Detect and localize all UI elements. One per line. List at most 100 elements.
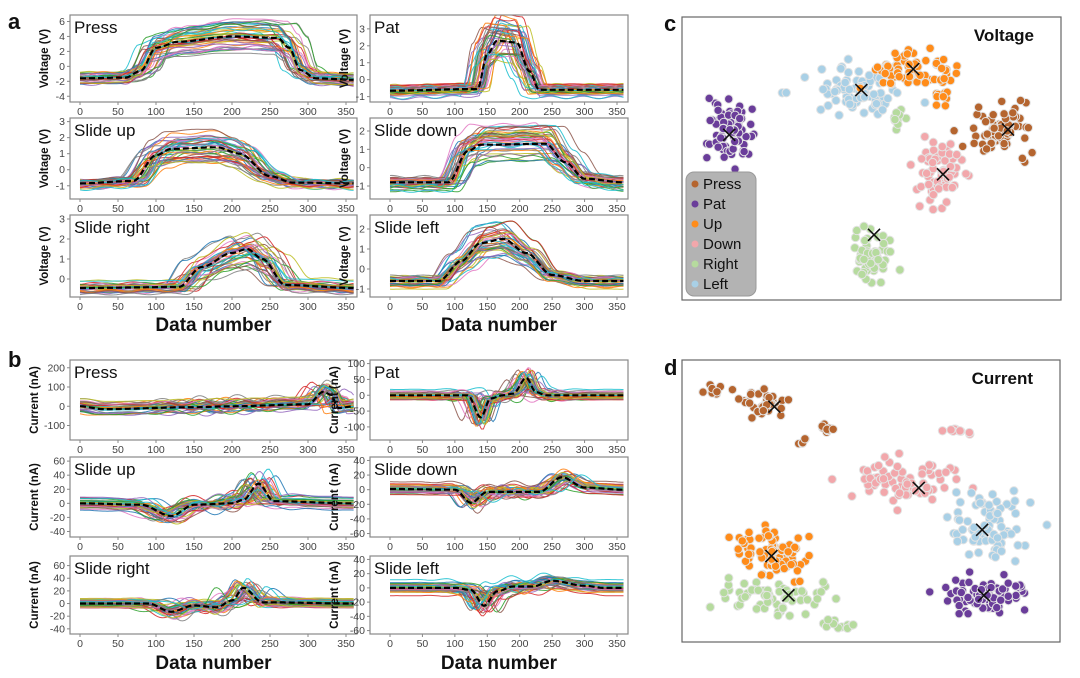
point-left: [966, 488, 977, 498]
point-down: [894, 488, 905, 498]
trace-line: [79, 150, 354, 189]
x-tick-label: 0: [77, 444, 83, 456]
point-up: [783, 547, 793, 557]
x-tick-label: 100: [147, 444, 165, 456]
y-tick-label: 100: [47, 382, 65, 394]
y-tick-label: 20: [53, 585, 65, 597]
point-right: [739, 578, 749, 589]
plot-frame: [69, 456, 358, 538]
x-tick-label: 350: [337, 444, 355, 456]
point-press: [968, 123, 979, 133]
point-left: [845, 99, 855, 109]
trace-line: [80, 128, 354, 182]
point-pat: [705, 115, 715, 126]
point-down: [937, 426, 948, 436]
point-left: [984, 500, 994, 510]
y-tick-label: 0: [359, 390, 365, 402]
point-right: [873, 255, 883, 265]
y-tick-label: 0: [359, 74, 365, 86]
y-tick-label: 3: [359, 23, 365, 35]
x-tick-label: 200: [511, 541, 529, 553]
y-tick-label: -60: [350, 528, 365, 540]
point-right: [860, 235, 870, 246]
point-pat: [702, 153, 712, 163]
y-tick-label: 60: [53, 456, 65, 468]
point-up: [756, 570, 767, 580]
trace-line: [389, 154, 624, 190]
centroid-marker-down: [936, 167, 950, 181]
point-up: [792, 566, 803, 576]
centroid-marker-pat: [722, 128, 736, 142]
x-tick-label: 150: [185, 301, 203, 313]
trace-line: [80, 491, 354, 524]
point-pat: [713, 142, 723, 152]
legend-marker-right: [691, 260, 699, 268]
point-down: [946, 425, 956, 435]
legend-label: Pat: [703, 196, 726, 213]
point-down: [916, 181, 926, 192]
point-pat: [746, 119, 756, 130]
legend-marker-up: [691, 220, 699, 228]
point-left: [969, 522, 979, 533]
mean-line: [80, 146, 354, 185]
y-tick-label: 6: [59, 16, 65, 28]
x-tick-label: 250: [261, 301, 279, 313]
y-tick-label: 40: [53, 470, 65, 482]
y-tick-label: 0: [359, 264, 365, 276]
point-right: [751, 577, 762, 588]
x-tick-label: 200: [223, 301, 241, 313]
x-tick-label: 50: [112, 301, 124, 313]
point-down: [894, 448, 904, 459]
mean-line: [80, 390, 354, 411]
point-pat: [1003, 578, 1013, 588]
point-down: [961, 169, 971, 179]
x-tick-label: 200: [511, 301, 529, 313]
y-tick-label: -50: [350, 406, 365, 418]
point-press: [1020, 133, 1030, 143]
point-up: [790, 542, 800, 553]
x-tick-label: 350: [337, 301, 355, 313]
traces: [389, 15, 624, 101]
y-tick-label: 1: [359, 244, 365, 256]
subplot-b-press: -100 0 100 200 0 50 100 150 200 250 300 350 Current …: [29, 359, 358, 456]
point-down: [879, 487, 889, 497]
x-tick-label: 350: [608, 301, 626, 313]
point-down: [924, 179, 934, 190]
trace-line: [80, 582, 354, 606]
x-tick-label: 100: [147, 106, 165, 118]
trace-line: [390, 246, 624, 277]
trace-line: [390, 474, 624, 491]
y-tick-label: -1: [356, 181, 365, 193]
point-left: [883, 93, 893, 104]
x-tick-label: 50: [417, 203, 429, 215]
y-tick-label: 1: [59, 148, 65, 160]
x-tick-label: 50: [112, 638, 124, 650]
centroid-marker-right: [867, 228, 881, 242]
trace-line: [390, 369, 624, 426]
point-down: [917, 154, 927, 164]
trace-line: [390, 479, 624, 506]
point-left: [823, 100, 833, 111]
y-tick-label: 1: [359, 144, 365, 156]
plot-frame: [369, 555, 629, 635]
y-tick-label: 2: [359, 40, 365, 52]
x-tick-label: 0: [387, 203, 393, 215]
point-down: [922, 482, 932, 493]
x-tick-label: 300: [299, 444, 317, 456]
point-left: [942, 512, 953, 522]
x-tick-label: 250: [543, 106, 561, 118]
subplot-title: Pat: [374, 18, 400, 37]
x-tick-label: 0: [77, 638, 83, 650]
x-tick-label: 250: [261, 541, 279, 553]
x-tick-label: 0: [387, 106, 393, 118]
traces: [389, 122, 624, 193]
trace-line: [79, 39, 354, 75]
point-press: [969, 138, 979, 149]
point-left: [864, 70, 874, 81]
y-tick-label: 0: [359, 484, 365, 496]
point-press: [997, 96, 1007, 107]
x-tick-label: 50: [417, 106, 429, 118]
point-down: [947, 182, 958, 193]
plot-frame: [69, 214, 358, 298]
point-left: [877, 105, 888, 115]
